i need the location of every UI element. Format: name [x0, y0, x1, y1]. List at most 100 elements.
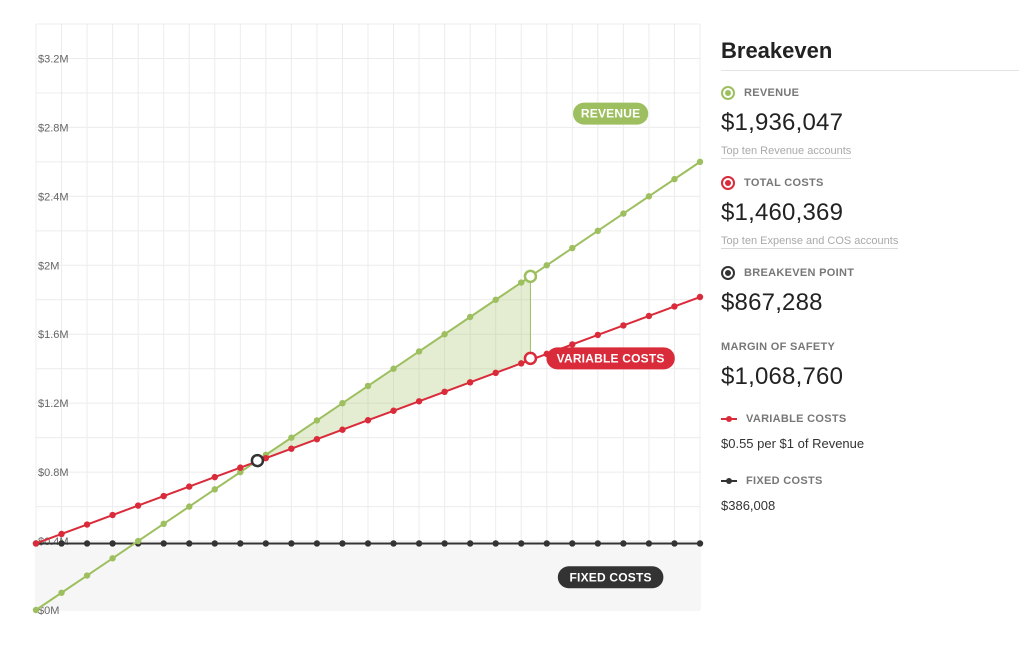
variable-costs-point [441, 388, 448, 396]
variable-costs-point [492, 369, 499, 377]
fixed-costs-point [313, 540, 321, 547]
chart-markers [250, 269, 538, 468]
variable-costs-point [237, 464, 244, 471]
fixed-costs-line-icon [721, 476, 737, 486]
fixed-costs-point [569, 540, 576, 547]
margin-label: MARGIN OF SAFETY [721, 341, 836, 353]
revenue-point [594, 227, 602, 235]
fixed-costs-point [518, 540, 525, 547]
revenue-point [518, 279, 525, 286]
revenue-point [211, 486, 218, 493]
fixed-costs-point [288, 540, 295, 547]
variable-costs-point [466, 379, 474, 386]
fixed-costs-point [415, 540, 423, 547]
variable-costs-label: VARIABLE COSTS [746, 413, 847, 425]
variable-costs-point [262, 454, 270, 462]
fixed-costs-point [109, 540, 116, 547]
variable-costs-point [211, 473, 218, 481]
variable-costs-point [109, 511, 116, 519]
fixed-costs-point [339, 540, 346, 547]
variable-costs-point [569, 341, 576, 348]
fixed-costs-pill-label: FIXED COSTS [570, 570, 652, 584]
breakeven-chart: $0M$0.4M$0.8M$1.2M$1.6M$2M$2.4M$2.8M$3.2… [32, 23, 704, 617]
total-costs-marker [523, 351, 538, 366]
y-tick-label: $2.4M [38, 191, 69, 203]
revenue-point [288, 434, 295, 441]
variable-costs-value: $0.55 per $1 of Revenue [721, 436, 865, 451]
revenue-ring-icon [721, 86, 735, 100]
fixed-costs-point [492, 540, 499, 547]
variable-costs-point [160, 492, 167, 500]
revenue-point [32, 606, 40, 614]
panel-title: Breakeven [721, 38, 1019, 71]
fixed-costs-point [390, 540, 397, 547]
variable-costs-pill-label: VARIABLE COSTS [557, 351, 665, 365]
top-revenue-accounts-link[interactable]: Top ten Revenue accounts [721, 145, 852, 159]
revenue-point [645, 193, 653, 200]
y-tick-label: $1.6M [38, 329, 69, 341]
y-tick-label: $2.8M [38, 122, 69, 134]
fixed-costs-point [645, 540, 653, 547]
revenue-point [671, 175, 678, 183]
revenue-point [160, 520, 167, 528]
y-tick-label: $0M [38, 605, 59, 617]
revenue-point [696, 158, 704, 166]
fixed-costs-point [58, 540, 65, 547]
margin-value: $1,068,760 [721, 363, 844, 390]
revenue-point [58, 589, 65, 596]
variable-costs-point [364, 417, 372, 424]
breakeven-marker [250, 453, 265, 468]
revenue-point [492, 296, 499, 303]
fixed-costs-value: $386,008 [721, 498, 776, 513]
total-costs-value: $1,460,369 [721, 199, 844, 226]
chart-annotations: REVENUE VARIABLE COSTS FIXED COSTS [546, 102, 675, 589]
variable-costs-point [696, 293, 704, 301]
legend-revenue: REVENUE [721, 85, 1019, 101]
revenue-point [620, 210, 627, 217]
fixed-costs-point [83, 540, 91, 547]
revenue-point [543, 262, 550, 269]
revenue-point [364, 382, 372, 390]
variable-costs-point [288, 445, 295, 452]
variable-costs-point [645, 312, 653, 320]
variable-costs-point [339, 426, 346, 433]
revenue-point [186, 503, 193, 510]
y-tick-label: $1.2M [38, 398, 69, 410]
variable-costs-point [594, 331, 602, 339]
variable-costs-point [83, 521, 91, 528]
legend-variable-costs: VARIABLE COSTS [721, 411, 1019, 427]
fixed-costs-point [441, 540, 448, 547]
fixed-costs-point [594, 540, 602, 547]
revenue-point [569, 244, 576, 252]
fixed-costs-point [364, 540, 372, 547]
variable-costs-point [390, 407, 397, 414]
revenue-point [83, 572, 91, 579]
variable-costs-point [518, 360, 525, 367]
revenue-label: REVENUE [744, 87, 800, 99]
y-tick-label: $0.8M [38, 467, 69, 479]
revenue-point [109, 555, 116, 562]
legend-fixed-costs: FIXED COSTS [721, 473, 1019, 489]
breakeven-panel: Breakeven REVENUE $1,936,047 Top ten Rev… [721, 38, 1019, 513]
variable-costs-point [415, 398, 423, 405]
variable-costs-point [186, 483, 193, 490]
breakeven-ring-icon [721, 266, 735, 280]
fixed-costs-label: FIXED COSTS [746, 475, 823, 487]
fixed-costs-point [696, 540, 704, 547]
revenue-point [415, 348, 423, 355]
legend-margin: MARGIN OF SAFETY [721, 339, 1019, 355]
y-axis-ticks: $0M$0.4M$0.8M$1.2M$1.6M$2M$2.4M$2.8M$3.2… [38, 53, 69, 617]
variable-costs-pill [546, 347, 675, 370]
top-expense-accounts-link[interactable]: Top ten Expense and COS accounts [721, 235, 899, 249]
total-costs-label: TOTAL COSTS [744, 177, 824, 189]
variable-costs-point [32, 540, 40, 547]
legend-breakeven: BREAKEVEN POINT [721, 265, 1019, 281]
y-tick-label: $2M [38, 260, 59, 272]
variable-costs-point [313, 435, 321, 443]
fixed-costs-point [160, 540, 167, 547]
fixed-costs-point [186, 540, 193, 547]
revenue-point [441, 331, 448, 338]
fixed-costs-point [671, 540, 678, 547]
variable-costs-point [620, 322, 627, 329]
revenue-point [339, 399, 346, 407]
